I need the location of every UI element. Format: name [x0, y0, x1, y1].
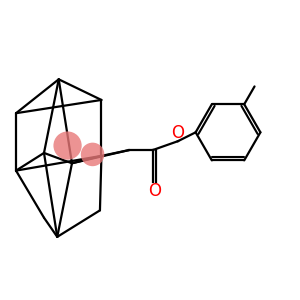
- Circle shape: [53, 131, 82, 160]
- Circle shape: [81, 142, 104, 166]
- Text: O: O: [172, 124, 184, 142]
- Text: O: O: [148, 182, 161, 200]
